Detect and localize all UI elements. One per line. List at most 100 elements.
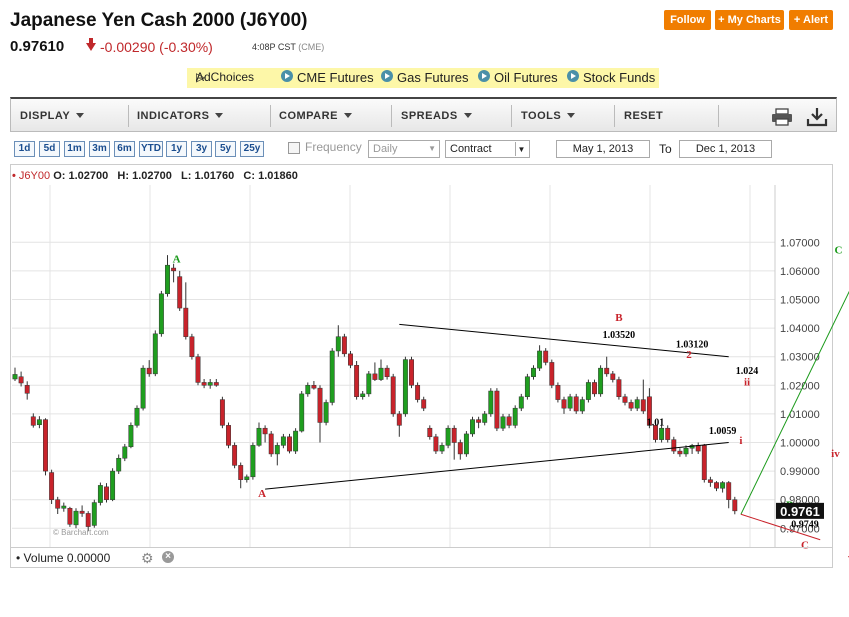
candle-body bbox=[628, 402, 634, 409]
candle-body bbox=[378, 367, 384, 380]
candle-body bbox=[183, 307, 189, 337]
follow-button[interactable]: Follow bbox=[664, 10, 711, 30]
candle-body bbox=[134, 407, 140, 426]
display-menu-label: DISPLAY bbox=[20, 110, 71, 122]
candle-body bbox=[592, 382, 597, 395]
toolbar-divider bbox=[614, 105, 615, 127]
indicators-menu[interactable]: INDICATORS bbox=[137, 110, 224, 122]
low-value: 1.01760 bbox=[194, 170, 235, 182]
y-tick-label: 1.04000 bbox=[780, 323, 820, 335]
candle-body bbox=[146, 367, 152, 375]
to-date-input[interactable]: Dec 1, 2013 bbox=[679, 140, 772, 158]
display-menu[interactable]: DISPLAY bbox=[20, 110, 85, 122]
candle-body bbox=[341, 336, 347, 355]
period-button-1y[interactable]: 1y bbox=[166, 141, 187, 157]
wave-annotation: i bbox=[739, 435, 742, 447]
chevron-down-icon bbox=[76, 113, 85, 118]
open-label: O: bbox=[53, 170, 66, 182]
candle-body bbox=[366, 373, 372, 395]
ad-link-label: Gas Futures bbox=[397, 70, 469, 85]
watermark: © Barchart.com bbox=[53, 528, 109, 537]
candle-body bbox=[439, 445, 445, 452]
candle-body bbox=[451, 427, 457, 443]
ad-link-oil-futures[interactable]: Oil Futures bbox=[478, 69, 558, 85]
adchoices-text: AdChoices bbox=[196, 70, 255, 84]
period-button-5d[interactable]: 5d bbox=[39, 141, 60, 157]
compare-menu-label: COMPARE bbox=[279, 110, 338, 122]
candle-body bbox=[457, 442, 463, 455]
candle-body bbox=[549, 362, 555, 386]
wave-annotation: 1.03120 bbox=[676, 340, 709, 351]
candle-body bbox=[524, 376, 530, 397]
quote-time-text: 4:08P CST bbox=[252, 42, 296, 52]
candle-body bbox=[256, 427, 262, 446]
candle-body bbox=[317, 387, 323, 423]
compare-menu[interactable]: COMPARE bbox=[279, 110, 352, 122]
period-button-1m[interactable]: 1m bbox=[64, 141, 85, 157]
frequency-select[interactable]: Daily ▼ bbox=[368, 140, 440, 158]
candle-body bbox=[421, 399, 427, 409]
candle-body bbox=[683, 447, 689, 455]
high-label: H: bbox=[117, 170, 130, 182]
page-title: Japanese Yen Cash 2000 (J6Y00) bbox=[10, 10, 308, 31]
ad-link-stock-funds[interactable]: Stock Funds bbox=[567, 69, 655, 85]
spreads-menu[interactable]: SPREADS bbox=[401, 110, 472, 122]
gear-icon[interactable]: ⚙ bbox=[141, 550, 154, 566]
candle-body bbox=[482, 413, 488, 423]
close-icon[interactable]: × bbox=[162, 551, 174, 563]
candle-body bbox=[91, 502, 97, 526]
period-button-ytd[interactable]: YTD bbox=[139, 141, 163, 157]
candle-body bbox=[537, 350, 543, 369]
ad-link-cme-futures[interactable]: CME Futures bbox=[281, 69, 374, 85]
candle-body bbox=[476, 419, 482, 423]
ad-link-label: Stock Funds bbox=[583, 70, 656, 85]
from-date-input[interactable]: May 1, 2013 bbox=[556, 140, 650, 158]
tools-menu[interactable]: TOOLS bbox=[521, 110, 576, 122]
toolbar-divider bbox=[391, 105, 392, 127]
wave-annotation: B bbox=[615, 312, 623, 324]
wave-annotation: 1 bbox=[653, 431, 659, 443]
period-button-3y[interactable]: 3y bbox=[191, 141, 212, 157]
y-tick-label: 0.97000 bbox=[780, 523, 820, 535]
candle-body bbox=[555, 385, 561, 400]
candle-body bbox=[97, 485, 103, 503]
printer-icon[interactable] bbox=[771, 108, 793, 126]
candle-body bbox=[311, 385, 317, 389]
candle-body bbox=[73, 510, 79, 526]
candle-body bbox=[701, 445, 707, 480]
y-tick-label: 0.99000 bbox=[780, 466, 820, 478]
wave-annotation: 0.9749 bbox=[791, 520, 819, 531]
download-icon[interactable] bbox=[806, 107, 828, 127]
candle-body bbox=[287, 436, 292, 452]
candle-body bbox=[634, 399, 640, 409]
candle-body bbox=[512, 407, 518, 426]
candle-body bbox=[677, 450, 683, 455]
wave-annotation: 2 bbox=[686, 349, 692, 361]
indicators-menu-label: INDICATORS bbox=[137, 110, 210, 122]
period-button-25y[interactable]: 25y bbox=[240, 141, 264, 157]
alert-button[interactable]: + Alert bbox=[789, 10, 833, 30]
toolbar-divider bbox=[511, 105, 512, 127]
candle-body bbox=[305, 385, 311, 395]
reset-button[interactable]: RESET bbox=[624, 110, 664, 122]
candle-body bbox=[707, 479, 713, 483]
close-value: 1.01860 bbox=[258, 170, 298, 182]
my-charts-button[interactable]: + My Charts bbox=[715, 10, 784, 30]
contract-select[interactable]: Contract ▼ bbox=[445, 140, 530, 158]
period-button-1d[interactable]: 1d bbox=[14, 141, 35, 157]
last-price: 0.97610 bbox=[10, 38, 65, 55]
play-circle-icon bbox=[281, 70, 293, 82]
period-button-3m[interactable]: 3m bbox=[89, 141, 110, 157]
volume-label-text: Volume 0.00000 bbox=[23, 551, 111, 565]
ad-link-gas-futures[interactable]: Gas Futures bbox=[381, 69, 469, 85]
chart-toolbar: DISPLAY INDICATORS COMPARE SPREADS TOOLS… bbox=[10, 97, 837, 132]
candle-body bbox=[622, 396, 628, 403]
candle-body bbox=[348, 353, 353, 366]
period-button-5y[interactable]: 5y bbox=[215, 141, 236, 157]
candle-body bbox=[36, 419, 42, 426]
period-button-6m[interactable]: 6m bbox=[114, 141, 135, 157]
trendline bbox=[740, 513, 821, 541]
frequency-checkbox[interactable] bbox=[288, 142, 300, 154]
wave-annotation: C bbox=[835, 245, 843, 257]
